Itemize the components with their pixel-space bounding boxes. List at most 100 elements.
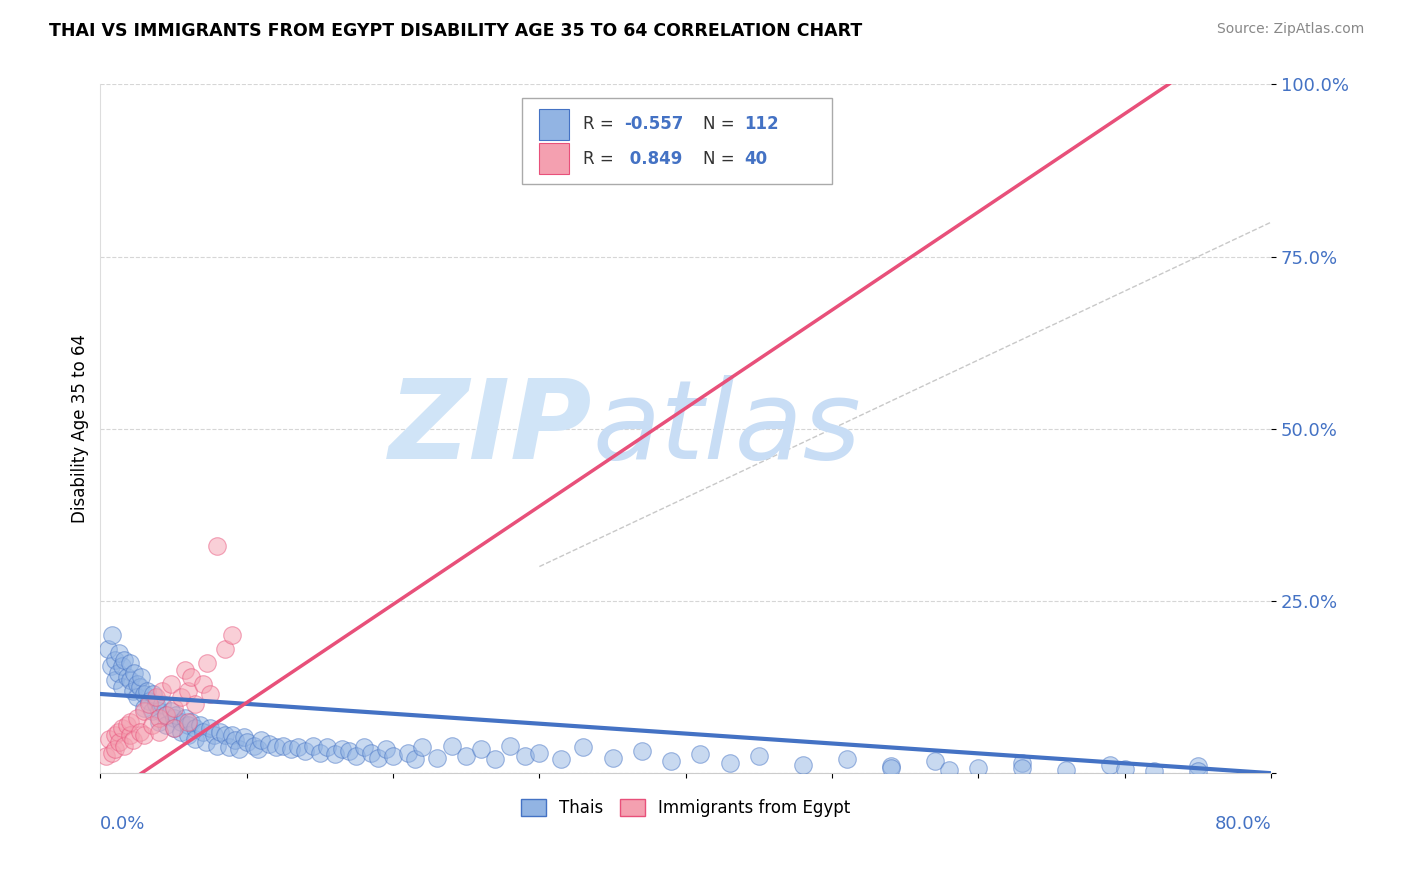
Point (111, 722, 134, 736)
Point (112, 739, 135, 753)
Text: N =: N = (703, 150, 740, 168)
Point (165, 707, 187, 722)
Point (177, 683, 200, 698)
Point (98, 731, 121, 746)
Point (630, 744, 652, 758)
Point (924, 754, 946, 768)
Point (309, 746, 332, 760)
Point (550, 752, 572, 766)
Point (221, 728, 243, 742)
Point (967, 761, 990, 775)
Point (440, 739, 463, 753)
Point (198, 687, 221, 701)
Text: R =: R = (582, 115, 619, 134)
Point (108, 735, 131, 749)
Point (122, 666, 145, 681)
FancyBboxPatch shape (522, 98, 832, 185)
Point (180, 714, 202, 729)
Point (145, 698, 167, 712)
Point (382, 749, 405, 764)
Point (148, 704, 170, 718)
Point (136, 683, 159, 698)
Point (97, 642, 120, 657)
Point (155, 707, 177, 722)
Point (499, 739, 522, 753)
Point (191, 724, 214, 739)
Point (162, 722, 184, 736)
Point (104, 728, 127, 742)
Point (142, 687, 165, 701)
Point (180, 670, 202, 684)
Point (118, 714, 141, 729)
Y-axis label: Disability Age 35 to 64: Disability Age 35 to 64 (72, 334, 89, 524)
Point (360, 746, 382, 760)
Point (112, 652, 135, 666)
Point (243, 739, 266, 753)
Point (104, 742, 127, 756)
Point (170, 714, 193, 729)
Point (118, 673, 141, 688)
Point (170, 724, 193, 739)
Point (134, 687, 156, 701)
Point (191, 676, 214, 690)
Point (115, 718, 138, 732)
Point (134, 728, 156, 742)
Point (529, 746, 551, 760)
Point (104, 673, 127, 688)
Point (104, 652, 127, 666)
Bar (540, 143, 568, 174)
Point (184, 698, 207, 712)
Point (207, 539, 229, 553)
Point (323, 747, 346, 761)
Point (204, 728, 226, 742)
Point (411, 739, 433, 754)
Point (337, 744, 360, 758)
Text: ZIP: ZIP (388, 376, 592, 483)
Point (159, 704, 181, 718)
Point (602, 751, 624, 765)
Point (121, 683, 143, 698)
Point (188, 718, 211, 732)
Point (148, 711, 170, 725)
Point (374, 742, 396, 756)
Point (353, 739, 375, 754)
Point (177, 728, 200, 742)
Point (125, 676, 148, 690)
Point (938, 763, 960, 777)
Point (247, 742, 270, 756)
Point (1054, 763, 1077, 777)
Point (141, 704, 163, 718)
Point (150, 698, 173, 712)
Point (125, 690, 148, 705)
Text: atlas: atlas (592, 376, 860, 483)
Text: R =: R = (582, 150, 619, 168)
Point (107, 724, 129, 739)
Point (404, 752, 426, 766)
Point (718, 756, 741, 770)
Point (138, 694, 160, 708)
Text: Source: ZipAtlas.com: Source: ZipAtlas.com (1216, 22, 1364, 37)
Point (367, 751, 389, 765)
Point (1187, 759, 1209, 773)
Text: 112: 112 (744, 115, 779, 134)
Point (287, 739, 309, 754)
Point (346, 749, 368, 764)
Point (121, 733, 143, 747)
Point (792, 758, 814, 772)
Point (572, 739, 595, 754)
Point (174, 711, 197, 725)
Point (264, 739, 287, 754)
Point (128, 724, 150, 739)
Point (602, 160, 624, 174)
Point (235, 735, 257, 749)
Point (513, 749, 536, 764)
Point (1114, 762, 1136, 776)
Point (195, 656, 218, 670)
Point (148, 714, 170, 729)
Point (145, 690, 167, 705)
Point (162, 711, 184, 725)
Point (177, 718, 200, 732)
Point (748, 749, 770, 764)
Point (214, 728, 236, 742)
Point (879, 759, 901, 773)
